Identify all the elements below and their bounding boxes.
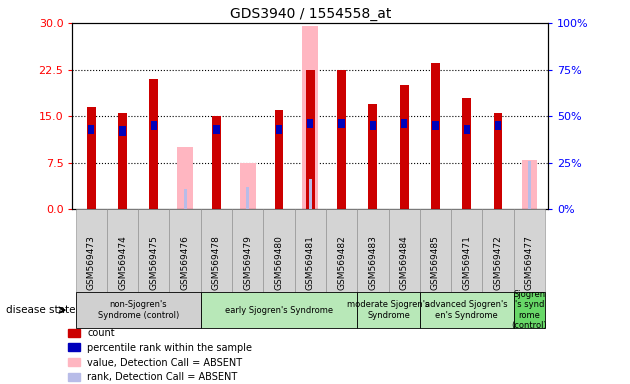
Bar bbox=[177, 147, 193, 209]
Text: GSM569477: GSM569477 bbox=[525, 235, 534, 290]
Text: GSM569484: GSM569484 bbox=[399, 235, 409, 290]
Text: disease state: disease state bbox=[6, 305, 76, 315]
Bar bbox=[309, 179, 312, 209]
Text: GSM569476: GSM569476 bbox=[181, 235, 190, 290]
Text: GSM569483: GSM569483 bbox=[369, 235, 377, 290]
Bar bbox=[432, 121, 438, 130]
Text: GSM569478: GSM569478 bbox=[212, 235, 221, 290]
Bar bbox=[338, 119, 345, 128]
Text: GSM569474: GSM569474 bbox=[118, 235, 127, 290]
Bar bbox=[246, 187, 249, 209]
Bar bbox=[337, 70, 346, 209]
Text: GSM569480: GSM569480 bbox=[275, 235, 284, 290]
Text: GSM569482: GSM569482 bbox=[337, 235, 346, 290]
Text: GSM569472: GSM569472 bbox=[493, 235, 503, 290]
Bar bbox=[302, 26, 318, 209]
Bar bbox=[87, 107, 96, 209]
Bar bbox=[88, 124, 94, 134]
Bar bbox=[528, 161, 531, 209]
Bar bbox=[307, 119, 313, 128]
Bar bbox=[464, 124, 470, 134]
Bar bbox=[400, 85, 408, 209]
Text: GSM569475: GSM569475 bbox=[149, 235, 158, 290]
Bar bbox=[120, 126, 125, 136]
Bar bbox=[214, 124, 219, 134]
Text: Sjogren
's synd
rome
(control): Sjogren 's synd rome (control) bbox=[512, 290, 547, 330]
Bar bbox=[369, 104, 377, 209]
Text: GSM569485: GSM569485 bbox=[431, 235, 440, 290]
Bar bbox=[431, 63, 440, 209]
Bar bbox=[494, 113, 502, 209]
Text: moderate Sjogren's
Syndrome: moderate Sjogren's Syndrome bbox=[347, 300, 430, 320]
Text: GSM569473: GSM569473 bbox=[87, 235, 96, 290]
Bar bbox=[275, 110, 284, 209]
Bar bbox=[151, 121, 157, 130]
Bar bbox=[118, 113, 127, 209]
Text: GSM569481: GSM569481 bbox=[306, 235, 315, 290]
Text: advanced Sjogren's
en's Syndrome: advanced Sjogren's en's Syndrome bbox=[425, 300, 508, 320]
Bar bbox=[212, 116, 220, 209]
Title: GDS3940 / 1554558_at: GDS3940 / 1554558_at bbox=[229, 7, 391, 21]
Bar bbox=[370, 121, 376, 130]
Bar bbox=[495, 121, 501, 130]
Text: early Sjogren's Syndrome: early Sjogren's Syndrome bbox=[225, 306, 333, 314]
Bar bbox=[306, 70, 314, 209]
Bar bbox=[401, 119, 407, 128]
Bar bbox=[183, 189, 186, 209]
Text: non-Sjogren's
Syndrome (control): non-Sjogren's Syndrome (control) bbox=[98, 300, 179, 320]
Text: GSM569471: GSM569471 bbox=[462, 235, 471, 290]
Bar bbox=[462, 98, 471, 209]
Bar bbox=[149, 79, 158, 209]
Bar bbox=[276, 124, 282, 134]
Bar bbox=[522, 160, 537, 209]
Bar bbox=[240, 163, 256, 209]
Legend: count, percentile rank within the sample, value, Detection Call = ABSENT, rank, : count, percentile rank within the sample… bbox=[68, 328, 252, 382]
Text: GSM569479: GSM569479 bbox=[243, 235, 252, 290]
